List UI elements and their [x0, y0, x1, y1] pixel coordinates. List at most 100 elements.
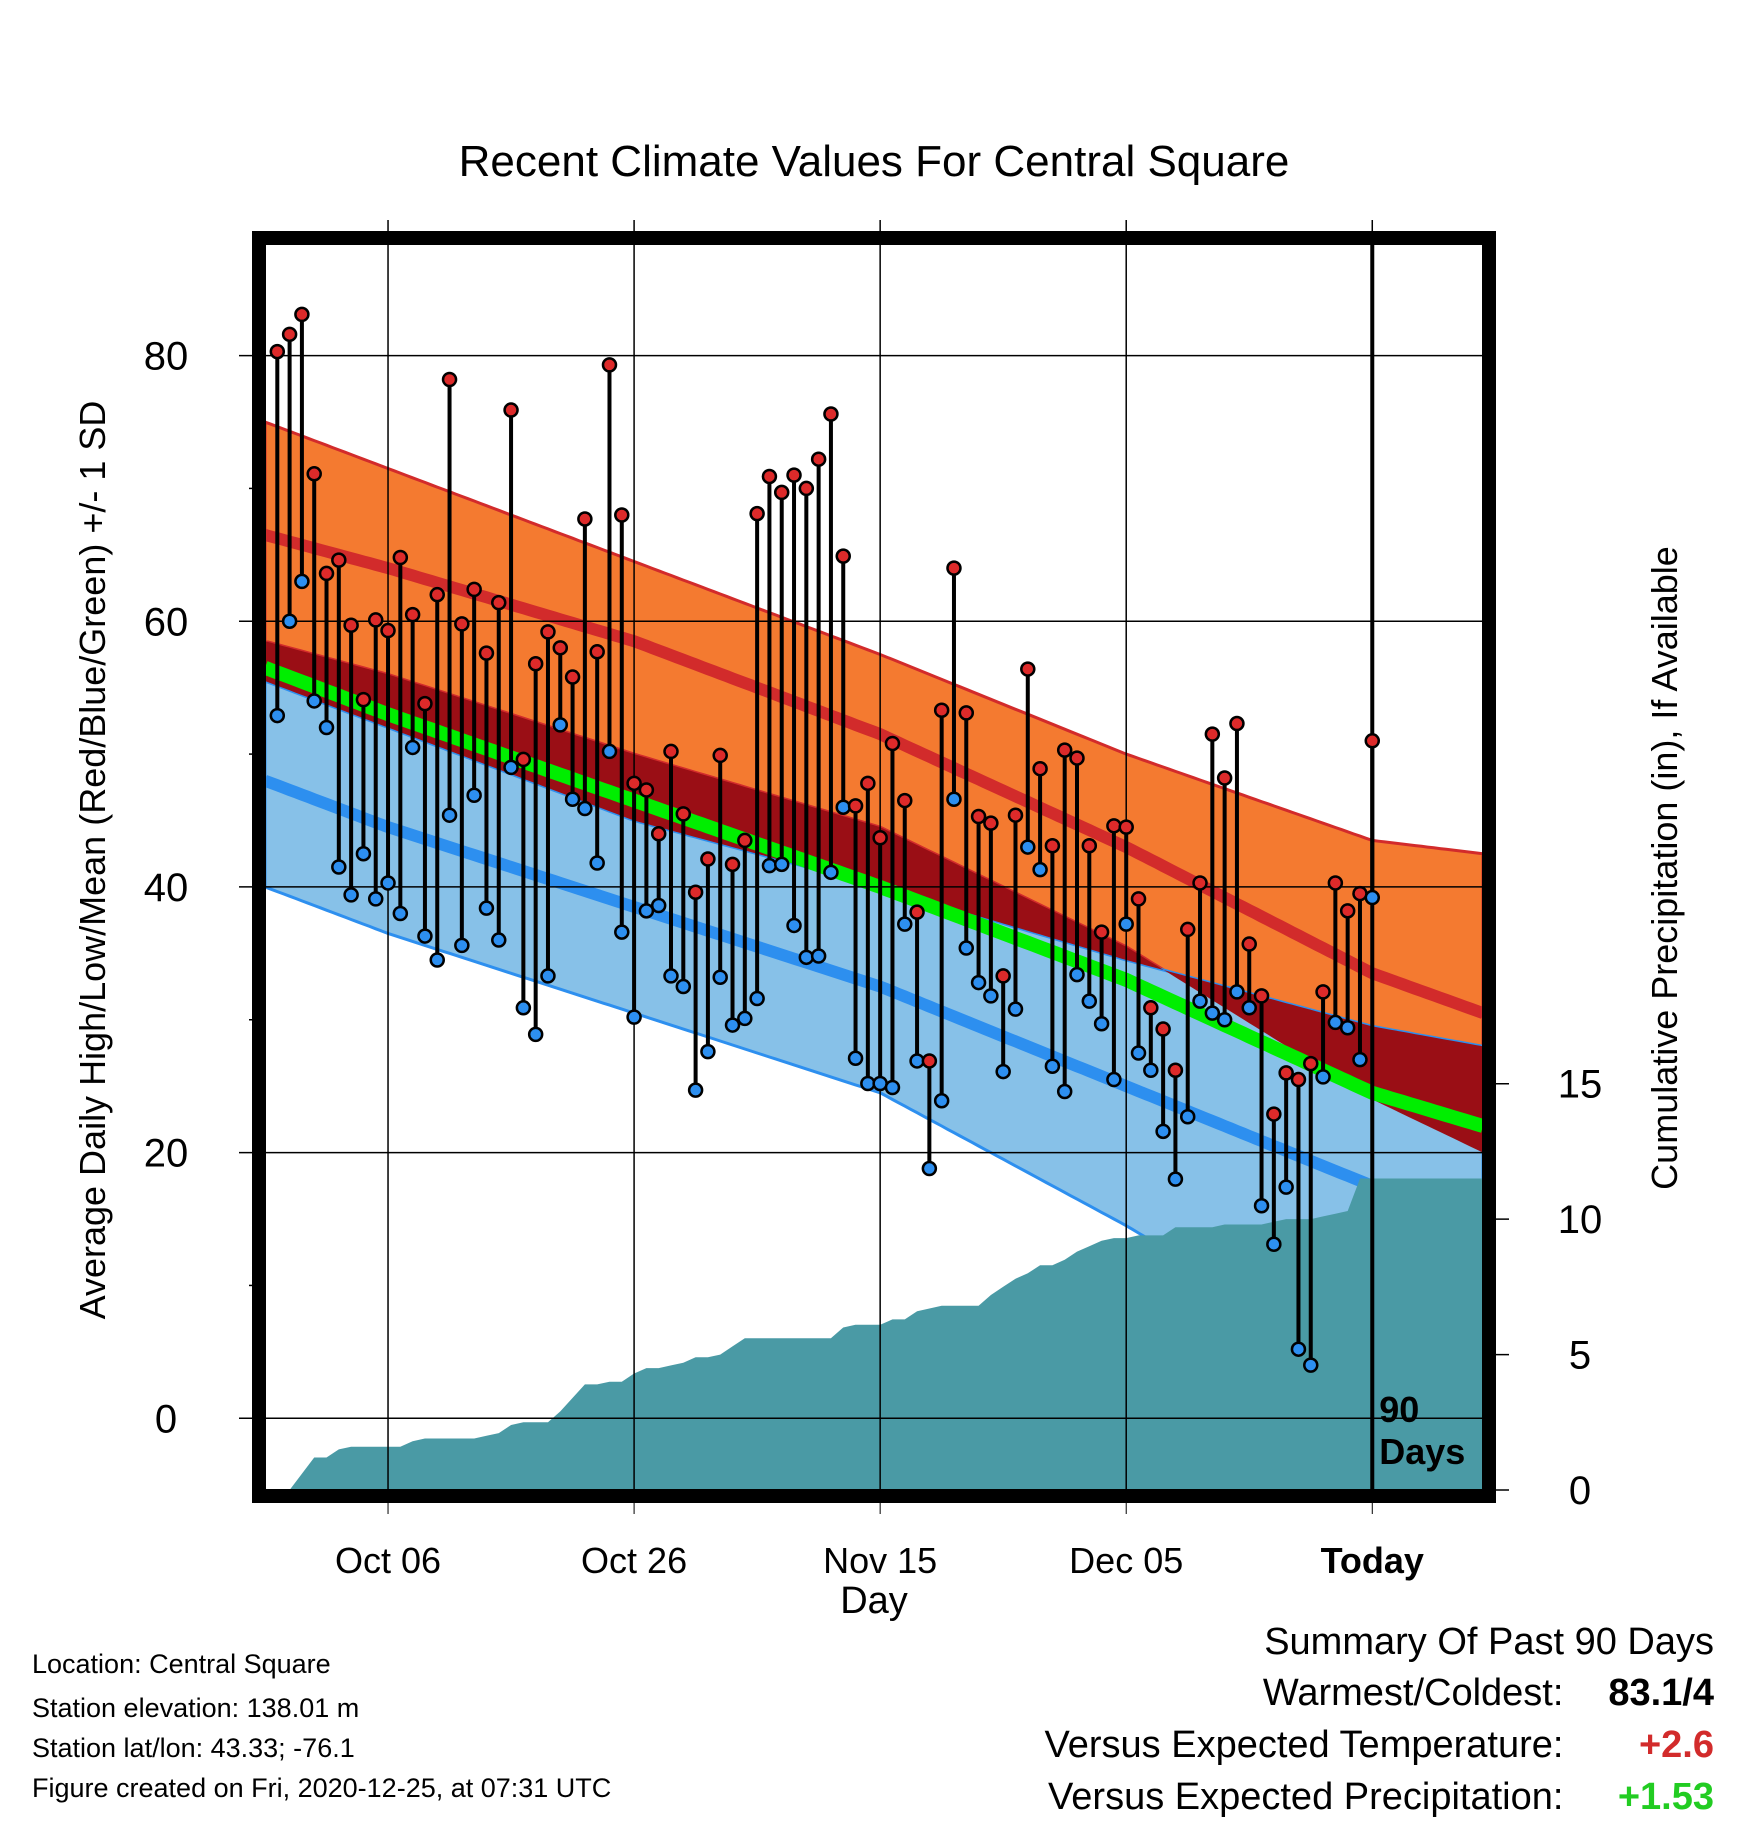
obs-low-point [1315, 1069, 1331, 1085]
obs-low-point [749, 990, 765, 1007]
obs-low-point [367, 891, 384, 907]
obs-low-point [798, 949, 815, 966]
obs-low-point [675, 978, 692, 995]
obs-high-point [540, 624, 556, 640]
obs-high-point [650, 826, 667, 842]
y2-tick-label: 5 [1569, 1334, 1591, 1378]
y-tick-label: 0 [155, 1397, 177, 1441]
obs-low-point [1266, 1236, 1282, 1253]
obs-low-point [1216, 1012, 1233, 1028]
y2-axis-label: Cumulative Precipitation (in), If Availa… [1644, 546, 1685, 1190]
obs-low-point [1192, 993, 1208, 1009]
temp-anomaly-value: +2.6 [1638, 1724, 1714, 1766]
plot-frame [252, 231, 1496, 1503]
low-normal-line [265, 775, 1483, 1219]
obs-low-point [306, 693, 322, 709]
obs-low-point [700, 1043, 716, 1060]
obs-low-point [946, 791, 962, 808]
obs-high-point [970, 808, 987, 825]
obs-high-point [847, 798, 864, 814]
chart-title: Recent Climate Values For Central Square [459, 137, 1290, 186]
obs-low-point [835, 799, 851, 815]
axes: Oct 06 Oct 26 Nov 15 Dec 05 Today 0 20 40 60 80 0 5… [144, 220, 1603, 1581]
obs-high-point [503, 402, 519, 418]
obs-low-point [589, 855, 605, 871]
obs-low-point [761, 857, 778, 874]
x-tick-label: Oct 26 [581, 1540, 687, 1581]
obs-high-point [1020, 661, 1036, 677]
y2-tick-label: 10 [1558, 1198, 1603, 1242]
obs-high-point [712, 747, 728, 764]
obs-high-point [441, 371, 458, 388]
obs-high-point [367, 612, 384, 628]
obs-low-point [503, 759, 519, 776]
obs-high-point [1093, 924, 1110, 940]
obs-high-point [983, 815, 999, 831]
obs-low-point [441, 807, 458, 823]
obs-high-point [564, 669, 581, 685]
obs-low-point [724, 1017, 741, 1033]
obs-low-point [564, 791, 581, 808]
today-annotation: Days [1379, 1431, 1465, 1472]
obs-high-point [294, 306, 310, 323]
obs-high-point [1167, 1062, 1184, 1078]
warmest-label: Warmest/Coldest: [1262, 1672, 1564, 1714]
obs-low-point [909, 1053, 925, 1069]
low-normal-band [265, 679, 1483, 1380]
obs-low-point [417, 928, 433, 944]
obs-low-point [1204, 1005, 1221, 1021]
obs-high-point [1204, 726, 1221, 742]
obs-low-point [294, 573, 310, 590]
obs-high-point [798, 480, 815, 497]
y-axis-label: Average Daily High/Low/Mean (Red/Blue/Gr… [72, 401, 113, 1320]
obs-high-point [1315, 984, 1331, 1000]
obs-high-point [614, 507, 630, 523]
obs-high-point [1143, 1000, 1159, 1016]
created-text: Figure created on Fri, 2020-12-25, at 07… [32, 1773, 612, 1803]
obs-high-point [1069, 750, 1085, 766]
obs-low-point [404, 739, 421, 756]
obs-high-point [1253, 988, 1270, 1004]
obs-high-point [860, 775, 876, 792]
obs-high-point [515, 751, 532, 768]
x-tick-label: Today [1321, 1540, 1424, 1581]
obs-low-point [872, 1075, 888, 1092]
obs-low-point [650, 897, 667, 914]
obs-high-point [921, 1053, 938, 1069]
obs-low-point [1352, 1051, 1368, 1068]
obs-low-point [1241, 1000, 1257, 1016]
obs-low-point [318, 719, 335, 736]
obs-high-point [552, 640, 569, 656]
obs-high-point [380, 622, 396, 639]
obs-low-point [921, 1160, 938, 1177]
obs-low-point [1229, 984, 1245, 1000]
obs-high-point [749, 505, 765, 522]
obs-low-point [1179, 1108, 1196, 1125]
obs-low-point [540, 968, 556, 984]
x-tick-label: Dec 05 [1069, 1540, 1183, 1581]
obs-high-point [1364, 733, 1381, 749]
obs-low-point [1118, 916, 1134, 932]
obs-low-point [1007, 1001, 1024, 1017]
obs-low-point [823, 864, 839, 881]
obs-high-point [700, 851, 716, 867]
obs-high-point [478, 645, 495, 661]
temp-anomaly-label: Versus Expected Temperature: [1044, 1724, 1564, 1766]
obs-high-point [823, 406, 839, 422]
obs-low-point [1155, 1123, 1171, 1140]
obs-low-point [577, 800, 593, 817]
obs-low-point [392, 905, 409, 922]
y-tick-label: 60 [144, 600, 189, 644]
obs-high-point [810, 451, 827, 467]
y-tick-label: 40 [144, 866, 189, 910]
obs-high-point [946, 560, 962, 576]
obs-low-point [626, 1009, 642, 1025]
obs-low-point [712, 969, 728, 986]
obs-high-point [1339, 903, 1356, 919]
obs-high-point [1155, 1021, 1171, 1037]
obs-high-point [1229, 715, 1245, 732]
latlon-text: Station lat/lon: 43.33; -76.1 [32, 1733, 355, 1763]
obs-high-point [281, 326, 298, 343]
